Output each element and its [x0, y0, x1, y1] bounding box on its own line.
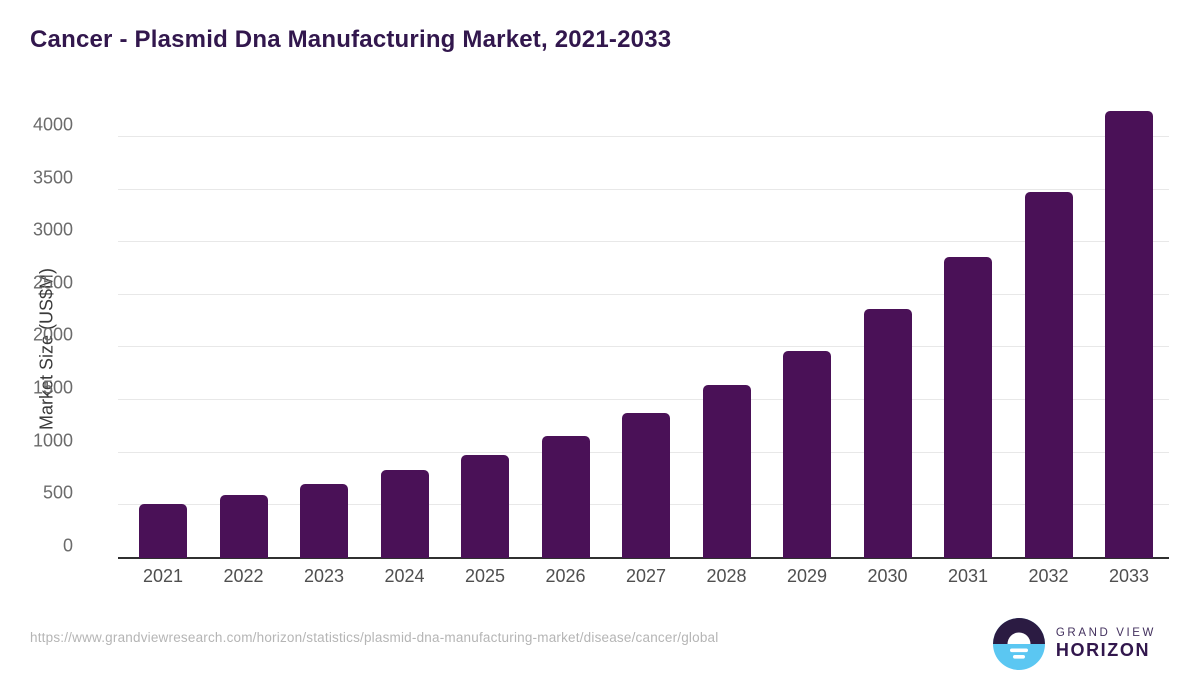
bar-2023 [300, 483, 348, 558]
y-tick-label-500: 500 [42, 482, 73, 503]
x-tick-label-2028: 2028 [706, 566, 747, 586]
bar-2026 [541, 435, 590, 558]
x-tick-label-2027: 2027 [625, 566, 667, 586]
logo-brand-bottom: HORIZON [1055, 640, 1151, 661]
bar-2027 [622, 413, 670, 558]
x-tick-label-2021: 2021 [142, 566, 184, 586]
bar-2032 [1024, 192, 1073, 558]
x-tick-label-2022: 2022 [223, 566, 264, 586]
grand-view-horizon-logo: GRAND VIEW HORIZON [992, 618, 1156, 670]
x-tick-label-2026: 2026 [545, 566, 586, 586]
y-tick-label-0: 0 [62, 535, 73, 556]
y-tick-label-3000: 3000 [32, 219, 73, 240]
y-tick-label-2500: 2500 [32, 272, 73, 293]
bar-2025 [461, 454, 509, 558]
x-tick-label-2024: 2024 [384, 566, 425, 586]
y-tick-label-2000: 2000 [32, 324, 73, 345]
x-tick-label-2030: 2030 [867, 566, 908, 586]
gridline-2500 [118, 293, 1169, 295]
bar-2030 [863, 309, 912, 558]
x-tick-label-2033: 2033 [1108, 566, 1150, 586]
gridline-3000 [118, 241, 1169, 243]
y-tick-label-3500: 3500 [32, 167, 73, 187]
source-url: https://www.grandviewresearch.com/horizo… [30, 630, 719, 645]
x-tick-label-2023: 2023 [303, 566, 345, 586]
y-tick-label-1000: 1000 [32, 430, 73, 451]
logo-brand-top: GRAND VIEW [1055, 627, 1156, 640]
x-tick-label-2031: 2031 [947, 566, 989, 586]
bar-2031 [944, 257, 992, 558]
bar-2021 [139, 504, 187, 558]
bar-2028 [702, 384, 751, 558]
horizon-sun-icon [992, 618, 1045, 670]
x-axis-line [118, 557, 1169, 559]
gridline-3500 [118, 188, 1169, 190]
x-tick-label-2032: 2032 [1028, 566, 1069, 586]
y-tick-label-4000: 4000 [32, 114, 73, 135]
x-tick-label-2029: 2029 [786, 566, 828, 586]
bar-2029 [783, 350, 831, 558]
bar-2033 [1105, 110, 1153, 558]
gridline-4000 [118, 135, 1169, 137]
logo-wordmark: GRAND VIEW HORIZON [1056, 626, 1156, 662]
page-title: Cancer - Plasmid Dna Manufacturing Marke… [30, 26, 672, 53]
bar-2022 [219, 494, 268, 558]
y-tick-label-1500: 1500 [32, 377, 73, 398]
gridline-1500 [118, 399, 1169, 401]
x-tick-label-2025: 2025 [464, 566, 506, 586]
gridline-2000 [118, 346, 1169, 348]
bar-2024 [380, 469, 429, 558]
plot-area: 0 500 1000 1500 2000 2500 3000 3500 4000 2021 2022… [33, 100, 1169, 586]
